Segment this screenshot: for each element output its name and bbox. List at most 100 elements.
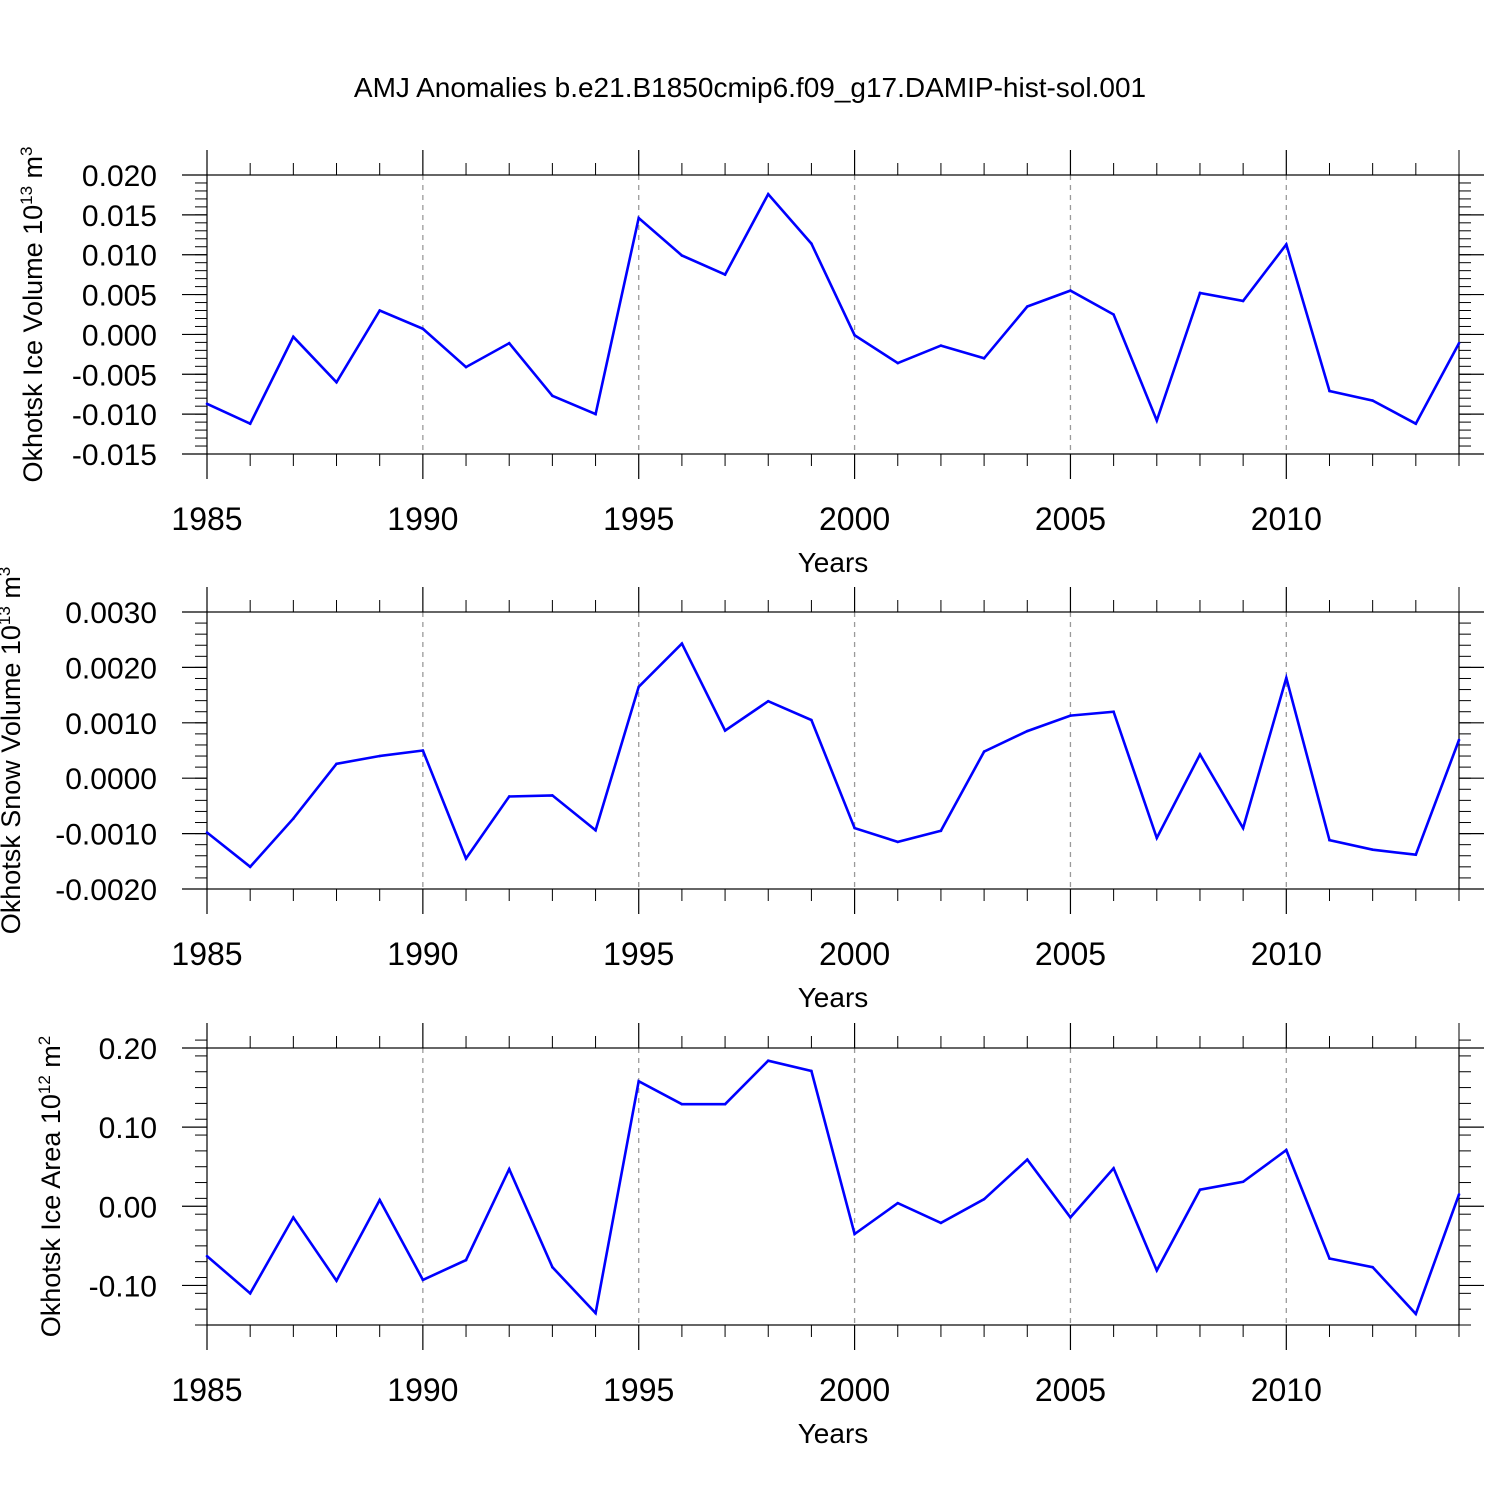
x-tick-label: 2000 <box>819 1372 890 1408</box>
data-point-1989 <box>378 1198 381 1202</box>
data-point-2009 <box>1241 1180 1245 1184</box>
data-point-1990 <box>421 327 425 331</box>
plot-frame <box>206 174 1460 455</box>
data-point-2013 <box>1414 1312 1418 1316</box>
y-tick-label: 0.0010 <box>65 708 157 741</box>
y-tick-label: 0.015 <box>82 200 157 233</box>
data-point-1998 <box>766 192 770 196</box>
data-point-2007 <box>1155 1269 1159 1272</box>
data-point-2010 <box>1285 1148 1288 1152</box>
x-tick-label: 1985 <box>171 1372 242 1408</box>
data-point-2000 <box>853 333 856 337</box>
data-point-1989 <box>378 309 381 312</box>
x-tick-label: 1995 <box>603 1372 674 1408</box>
data-point-1997 <box>723 1102 727 1106</box>
data-point-1988 <box>335 762 338 766</box>
data-point-1985 <box>205 1254 209 1258</box>
data-point-1987 <box>292 817 295 820</box>
data-point-2007 <box>1155 836 1159 840</box>
y-tick-label: -0.0020 <box>55 874 157 907</box>
data-point-2010 <box>1285 676 1288 680</box>
y-tick-label: -0.015 <box>72 439 157 472</box>
data-point-1988 <box>335 380 338 384</box>
data-point-2002 <box>939 1221 943 1225</box>
y-axis-title: Okhotsk Ice Volume 1013 m3 <box>17 146 48 482</box>
x-tick-label: 2000 <box>819 501 890 537</box>
data-point-1996 <box>680 1102 684 1106</box>
data-point-2004 <box>1025 1158 1029 1161</box>
data-point-2006 <box>1112 1166 1115 1170</box>
data-point-2007 <box>1155 419 1159 422</box>
x-axis-title: Years <box>798 982 869 1013</box>
data-point-2004 <box>1025 305 1029 308</box>
y-tick-label: 0.0030 <box>65 597 157 630</box>
data-point-1999 <box>810 1069 813 1073</box>
y-tick-label: 0.0000 <box>65 763 157 796</box>
data-point-2011 <box>1328 1257 1331 1260</box>
data-point-1993 <box>551 394 554 398</box>
data-point-1996 <box>680 254 684 257</box>
data-point-1986 <box>248 865 252 869</box>
data-point-2008 <box>1198 753 1202 756</box>
data-point-1990 <box>421 749 425 752</box>
data-point-2005 <box>1069 1216 1072 1219</box>
data-point-2013 <box>1414 853 1418 856</box>
data-point-2004 <box>1025 729 1029 733</box>
data-point-1991 <box>464 365 468 369</box>
y-tick-label: 0.010 <box>82 240 157 273</box>
data-point-2000 <box>853 826 856 830</box>
data-point-2011 <box>1328 838 1331 842</box>
data-point-1987 <box>292 335 295 339</box>
chart-title: AMJ Anomalies b.e21.B1850cmip6.f09_g17.D… <box>353 72 1147 103</box>
data-point-2014 <box>1457 1193 1461 1196</box>
data-point-1995 <box>637 1079 641 1083</box>
data-point-2001 <box>896 840 900 844</box>
data-point-1985 <box>205 831 209 834</box>
data-point-1995 <box>637 685 641 689</box>
data-point-2010 <box>1285 243 1288 246</box>
x-axis-title: Years <box>798 547 869 578</box>
data-point-1987 <box>292 1216 295 1219</box>
x-tick-label: 2005 <box>1035 936 1106 972</box>
x-tick-label: 1985 <box>171 936 242 972</box>
x-tick-label: 2010 <box>1251 501 1322 537</box>
chart-panel-2: -0.0020 -0.0010 0.0000 0.0010 0.0020 0.0030 19… <box>0 567 1484 1013</box>
data-point-2012 <box>1371 848 1374 851</box>
x-tick-label: 1995 <box>603 936 674 972</box>
data-point-2003 <box>982 1197 986 1201</box>
x-tick-label: 2010 <box>1251 936 1322 972</box>
data-point-1994 <box>594 412 597 416</box>
data-point-2005 <box>1069 289 1072 292</box>
data-point-1993 <box>551 794 554 797</box>
data-point-1993 <box>551 1265 554 1269</box>
series-line-1 <box>206 191 1461 426</box>
data-point-2011 <box>1328 389 1331 393</box>
data-point-1985 <box>205 402 209 406</box>
chart-panel-1: -0.015 -0.010 -0.005 0.000 0.005 0.010 0.015 0.… <box>17 146 1484 578</box>
data-point-1998 <box>766 1059 770 1062</box>
data-point-2005 <box>1069 714 1072 717</box>
data-point-2006 <box>1112 710 1115 714</box>
data-point-1992 <box>507 1167 511 1171</box>
series-line-3 <box>206 1059 1461 1317</box>
y-tick-label: 0.0020 <box>65 652 157 685</box>
data-point-2003 <box>982 750 986 753</box>
data-point-1988 <box>335 1279 338 1282</box>
data-point-1998 <box>766 699 770 703</box>
data-point-1989 <box>378 754 381 758</box>
data-point-1996 <box>680 642 684 645</box>
x-tick-label: 1995 <box>603 501 674 537</box>
data-point-1997 <box>723 729 727 732</box>
data-point-2003 <box>982 357 986 360</box>
series-line-2 <box>206 641 1461 869</box>
x-tick-label: 1990 <box>387 501 458 537</box>
data-point-1992 <box>507 341 511 345</box>
plot-frame <box>206 1047 1460 1326</box>
x-tick-label: 1985 <box>171 501 242 537</box>
x-tick-label: 1990 <box>387 936 458 972</box>
data-point-2012 <box>1371 1265 1374 1269</box>
x-tick-label: 2010 <box>1251 1372 1322 1408</box>
y-tick-label: 0.020 <box>82 160 157 193</box>
data-point-1994 <box>594 828 597 832</box>
